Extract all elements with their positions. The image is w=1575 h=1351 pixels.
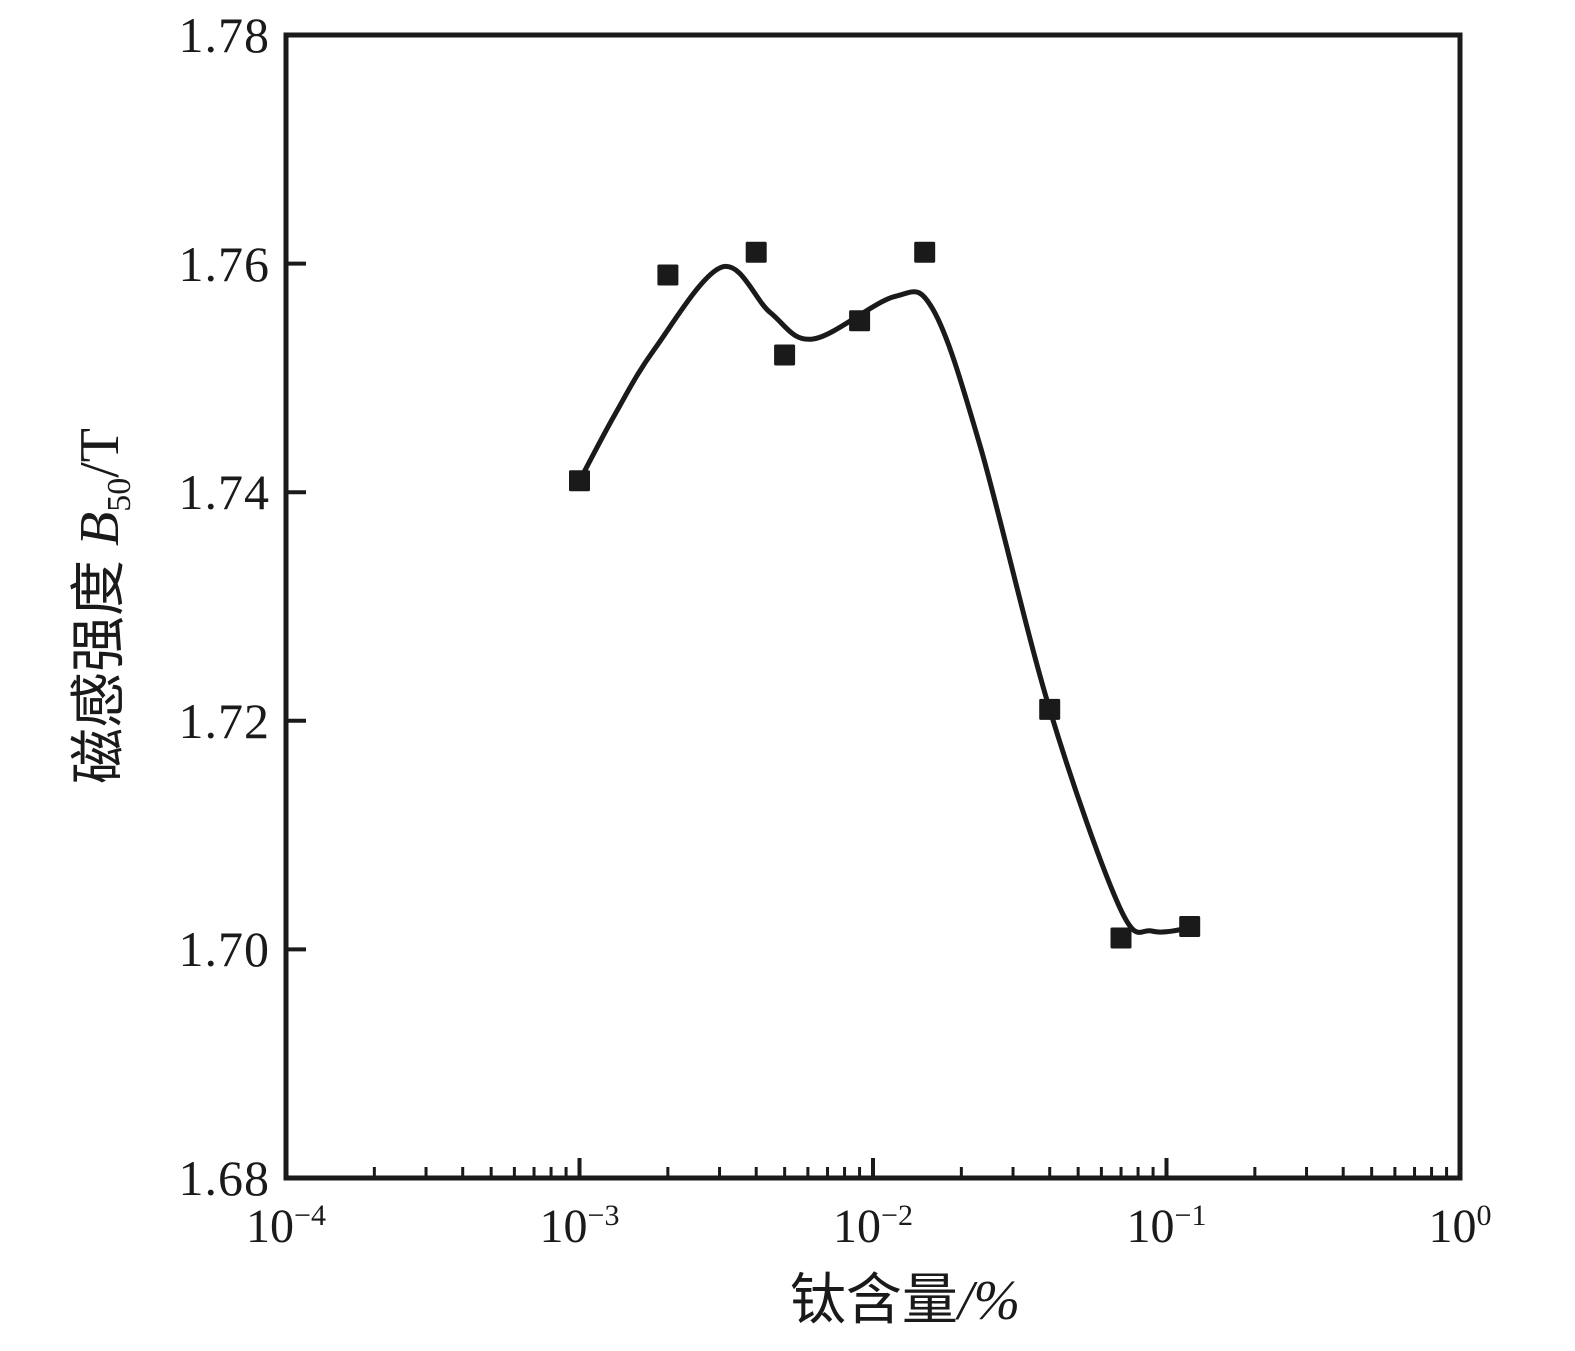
x-tick-exponent: −4 (294, 1199, 326, 1232)
y-tick-label: 1.68 (178, 1150, 270, 1206)
x-axis-title-unit: /% (957, 1270, 1021, 1332)
x-tick-exponent: −1 (1174, 1199, 1207, 1232)
data-point-marker (657, 264, 679, 286)
y-tick-label: 1.72 (178, 692, 270, 749)
plot-frame (283, 32, 1463, 1181)
x-tick-mantissa: 10 (539, 1200, 588, 1253)
x-tick-label: 10−4 (176, 1196, 396, 1258)
x-tick-label: 10−1 (1057, 1196, 1277, 1258)
data-point-marker (569, 470, 590, 492)
x-tick-mantissa: 10 (833, 1200, 882, 1253)
data-point-marker (745, 241, 767, 263)
data-point-marker (1039, 698, 1061, 720)
x-axis-title-text: 钛含量 (789, 1270, 958, 1332)
x-axis-title: 钛含量/% (620, 1268, 1190, 1334)
y-tick-label: 1.70 (178, 921, 270, 978)
y-axis-symbol-subscript: 50 (101, 477, 138, 512)
x-tick-exponent: −3 (587, 1199, 620, 1232)
y-tick-label: 1.78 (178, 7, 270, 63)
y-axis-title: 磁感强度 B50/T (68, 428, 138, 784)
data-point-marker (914, 241, 936, 263)
y-axis-title-unit: /T (69, 428, 131, 478)
x-tick-exponent: 0 (1476, 1199, 1492, 1232)
y-axis-symbol: B (69, 511, 131, 546)
data-point-marker (774, 344, 796, 366)
x-tick-label: 100 (1350, 1196, 1570, 1258)
x-tick-label: 10−2 (763, 1196, 983, 1258)
x-tick-mantissa: 10 (246, 1200, 295, 1253)
fit-curve (576, 263, 1194, 935)
data-point-marker (1110, 927, 1132, 949)
data-point-marker (849, 310, 871, 332)
x-tick-exponent: −2 (881, 1199, 913, 1232)
y-tick-label: 1.76 (178, 235, 270, 292)
y-tick-label: 1.74 (178, 464, 270, 521)
x-tick-mantissa: 10 (1428, 1200, 1477, 1253)
x-tick-label: 10−3 (470, 1196, 690, 1258)
y-axis-title-text: 磁感强度 (69, 545, 131, 784)
x-tick-mantissa: 10 (1126, 1200, 1175, 1253)
data-point-marker (1179, 916, 1201, 937)
